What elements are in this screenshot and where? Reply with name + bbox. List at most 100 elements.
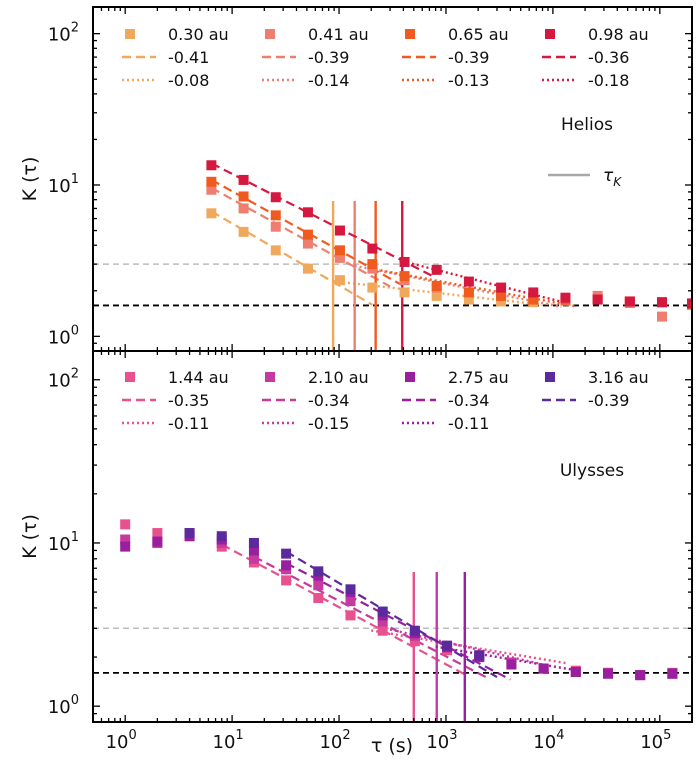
legend-dotted-label: -0.11 <box>168 414 209 433</box>
data-point <box>399 287 410 298</box>
data-point <box>528 294 539 305</box>
data-point <box>431 264 442 275</box>
data-point <box>120 534 131 545</box>
y-tick-label: 100 <box>48 693 79 718</box>
panel-label: Helios <box>561 115 613 135</box>
data-point <box>238 203 249 214</box>
data-point <box>463 276 474 287</box>
data-point <box>496 296 507 307</box>
legend-marker <box>125 372 135 382</box>
data-point <box>345 596 356 607</box>
data-point <box>313 566 324 577</box>
data-point <box>377 606 388 617</box>
panel-label: Ulysses <box>560 461 624 481</box>
data-point <box>334 275 345 286</box>
data-point <box>506 659 517 670</box>
fit-dotted-2 <box>375 268 575 308</box>
data-point <box>270 221 281 232</box>
legend-dashed-label: -0.34 <box>308 391 349 410</box>
x-tick-label: 101 <box>213 728 244 753</box>
data-point <box>120 541 131 552</box>
fit-dashed-1 <box>253 555 490 680</box>
data-point <box>238 174 249 185</box>
data-point <box>687 298 692 309</box>
data-point <box>302 207 313 218</box>
data-point <box>281 548 292 559</box>
data-point <box>431 290 442 301</box>
data-point <box>334 225 345 236</box>
plot-area <box>93 160 692 351</box>
data-point <box>120 519 131 530</box>
data-point <box>302 238 313 249</box>
data-point <box>442 640 453 651</box>
y-tick-label: 100 <box>48 323 79 348</box>
fit-dashed-3 <box>285 550 498 679</box>
legend-marker <box>265 29 275 39</box>
data-point <box>667 668 678 679</box>
data-point <box>345 610 356 621</box>
data-point <box>313 593 324 604</box>
data-point <box>570 666 581 677</box>
data-point <box>238 191 249 202</box>
fit-dashed-0 <box>221 543 466 676</box>
fit-dotted-3 <box>401 260 566 304</box>
data-point <box>248 537 259 548</box>
data-point <box>409 636 420 647</box>
legend-dashed-label: -0.36 <box>588 48 629 67</box>
legend-label: 2.75 au <box>448 368 509 387</box>
data-point <box>560 292 571 303</box>
data-point <box>528 287 539 298</box>
legend-dotted-label: -0.13 <box>448 71 489 90</box>
data-point <box>657 311 668 322</box>
legend-label: 1.44 au <box>168 368 229 387</box>
legend-dotted-label: -0.18 <box>588 71 629 90</box>
x-axis-label: τ (s) <box>371 735 413 757</box>
data-point <box>603 668 614 679</box>
data-point <box>657 297 668 308</box>
data-point <box>248 553 259 564</box>
data-point <box>334 252 345 263</box>
data-point <box>463 287 474 298</box>
data-point <box>302 263 313 274</box>
data-point <box>377 625 388 636</box>
data-point <box>538 663 549 674</box>
legend-label: 0.65 au <box>448 25 509 44</box>
legend-dashed-label: -0.39 <box>588 391 629 410</box>
data-point <box>399 271 410 282</box>
legend-label: 0.98 au <box>588 25 649 44</box>
legend-dotted-label: -0.14 <box>308 71 349 90</box>
data-point <box>248 545 259 556</box>
data-point <box>496 282 507 293</box>
fit-dotted-2 <box>435 645 575 672</box>
fit-dashed-2 <box>285 562 511 681</box>
legend-label: 0.30 au <box>168 25 229 44</box>
legend-dotted-label: -0.08 <box>168 71 209 90</box>
x-tick-label: 103 <box>426 728 457 753</box>
data-point <box>270 192 281 203</box>
data-point <box>206 160 217 171</box>
data-point <box>367 259 378 270</box>
data-point <box>399 256 410 267</box>
data-point <box>206 208 217 219</box>
legend-dashed-label: -0.39 <box>448 48 489 67</box>
data-point <box>463 294 474 305</box>
data-point <box>270 245 281 256</box>
data-point <box>206 184 217 195</box>
data-point <box>496 290 507 301</box>
legend-dashed-label: -0.39 <box>308 48 349 67</box>
data-point <box>238 226 249 237</box>
data-point <box>624 296 635 307</box>
data-point <box>152 536 163 547</box>
data-point <box>281 575 292 586</box>
x-tick-label: 104 <box>533 728 564 753</box>
y-tick-label: 101 <box>48 172 79 197</box>
y-tick-label: 101 <box>48 530 79 555</box>
data-point <box>431 281 442 292</box>
legend-dotted-label: -0.11 <box>448 414 489 433</box>
data-point <box>216 531 227 542</box>
data-point <box>635 670 646 681</box>
legend-marker <box>405 372 415 382</box>
data-point <box>367 243 378 254</box>
x-tick-label: 100 <box>106 728 137 753</box>
